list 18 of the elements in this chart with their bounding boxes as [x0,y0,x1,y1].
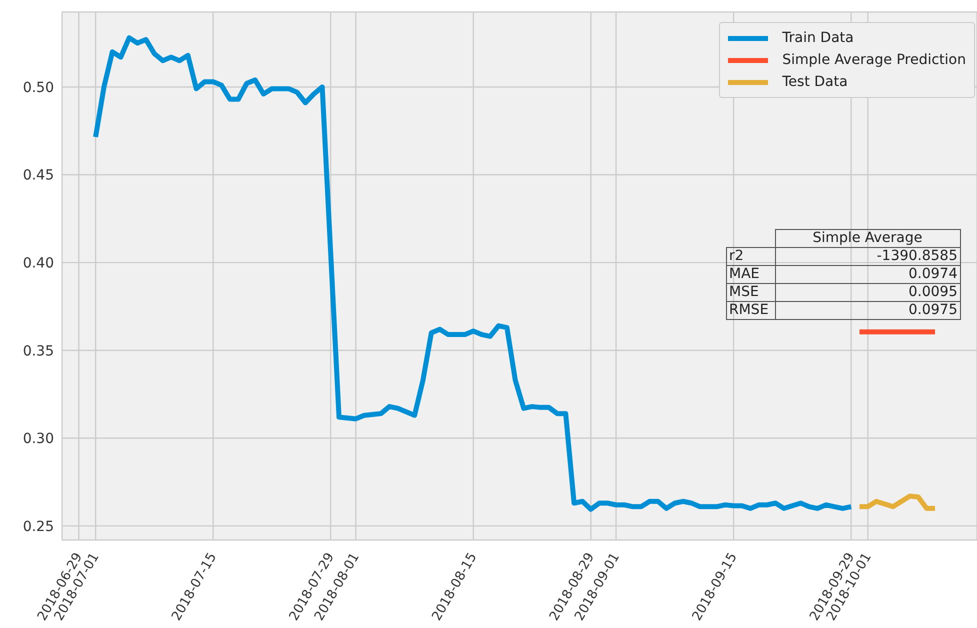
annotation: RMSE [726,302,775,320]
y-tick-label: 0.40 [22,256,54,272]
annotation: 0.0974 [775,266,960,284]
y-tick-label: 0.45 [22,168,54,184]
y-tick-label: 0.35 [22,343,54,360]
y-tick-label: 0.25 [22,518,54,535]
legend-label: Train Data [782,30,854,46]
annotation: Simple Average [775,230,960,248]
annotation: MSE [726,284,775,302]
annotation: 0.0095 [775,284,960,302]
y-tick-label: 0.30 [22,431,54,448]
annotation: -1390.8585 [775,248,960,266]
annotation: 0.0975 [775,302,960,320]
y-tick-label: 0.50 [22,80,54,96]
annotation: MAE [726,266,775,284]
legend-label: Simple Average Prediction [782,52,966,68]
legend-label: Test Data [782,74,848,90]
annotation: r2 [726,248,775,266]
